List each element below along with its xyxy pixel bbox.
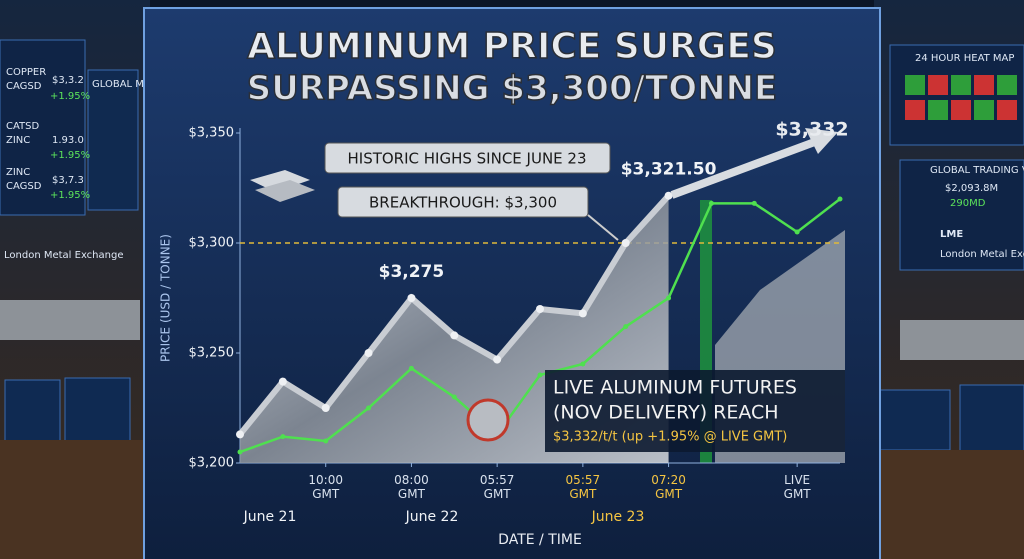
point — [407, 294, 416, 302]
ticker: CATSD — [6, 121, 40, 132]
point — [366, 405, 372, 411]
point — [623, 324, 629, 330]
callout-text: HISTORIC HIGHS SINCE JUNE 23 — [347, 150, 586, 168]
date-label: June 22 — [405, 509, 459, 525]
date-label: June 21 — [243, 509, 297, 525]
left-panel: COPPER CAGSD $3,3.2 +1.95% CATSD ZINC 1.… — [4, 67, 168, 261]
point — [837, 196, 843, 202]
data-label: $3,275 — [379, 262, 445, 282]
y-tick-label: $3,250 — [189, 346, 235, 361]
ticker: ZINC — [6, 135, 30, 146]
ticker: +1.95% — [50, 91, 90, 102]
y-tick-label: $3,300 — [189, 236, 235, 251]
x-tick-label: LIVE GMT — [784, 473, 812, 501]
point — [666, 295, 672, 301]
point — [621, 239, 630, 247]
right-panel: 24 HOUR HEAT MAP GLOBAL TRADING VOLUME $… — [915, 53, 1024, 260]
point — [451, 394, 457, 400]
point — [321, 404, 330, 412]
callout-text: BREAKTHROUGH: $3,300 — [369, 194, 557, 212]
callout-pointer — [587, 214, 619, 241]
lme-logo: LME — [940, 229, 963, 240]
point — [237, 449, 243, 455]
point — [708, 200, 714, 206]
point — [751, 200, 757, 206]
point — [580, 361, 586, 367]
date-label: June 23 — [591, 509, 645, 525]
x-tick-label: 05:57 GMT — [566, 473, 601, 501]
point — [578, 309, 587, 318]
screen-title: GLOBAL METAL — [92, 79, 168, 90]
point — [280, 434, 286, 440]
trend-arrow-head — [805, 128, 838, 154]
volume-sub: 290MD — [950, 198, 986, 209]
point — [794, 229, 800, 235]
point — [323, 438, 329, 444]
trend-arrow — [670, 136, 822, 199]
y-tick-label: $3,200 — [189, 456, 235, 471]
ticker: +1.95% — [50, 190, 90, 201]
right-screens — [874, 44, 1024, 559]
point — [664, 191, 673, 200]
ticker: $3,7.3 — [52, 175, 84, 186]
dial-icon — [466, 398, 510, 442]
ingot-icon — [250, 170, 315, 202]
callout-box — [337, 186, 589, 218]
ticker: CAGSD — [6, 181, 42, 192]
ticker: CAGSD — [6, 81, 42, 92]
heatmap-title: 24 HOUR HEAT MAP — [915, 53, 1014, 64]
volume-title: GLOBAL TRADING VOLUME — [930, 165, 1024, 176]
volume-value: $2,093.8M — [945, 183, 998, 194]
live-text: $3,332/t/t (up +1.95% @ LIVE GMT) — [553, 430, 787, 445]
ticker: $3,3.2 — [52, 75, 84, 86]
ticker: COPPER — [6, 67, 46, 78]
target-label: $3,332 — [775, 119, 848, 141]
chart-title: ALUMINUM PRICE SURGES — [247, 26, 777, 67]
x-tick-label: 07:20 GMT — [651, 473, 686, 501]
point — [536, 305, 544, 313]
ticker: 1.93.0 — [52, 135, 84, 146]
data-label: $3,321.50 — [621, 160, 717, 180]
ticker: ZINC — [6, 167, 30, 178]
y-axis-label: PRICE (USD / TONNE) — [159, 234, 173, 362]
lme-caption: London Metal Exchange — [4, 250, 123, 261]
main-panel — [143, 7, 881, 559]
x-axis-label: DATE / TIME — [498, 532, 582, 548]
point — [364, 349, 373, 357]
point — [537, 372, 543, 378]
x-tick-label: 10:00 GMT — [308, 473, 343, 501]
left-screens — [0, 39, 150, 559]
live-text: LIVE ALUMINUM FUTURES — [553, 377, 797, 399]
chart-subtitle: SURPASSING $3,300/TONNE — [247, 69, 778, 109]
ticker: +1.95% — [50, 150, 90, 161]
point — [493, 355, 502, 364]
point — [236, 430, 244, 439]
lme-caption: London Metal Exchange — [940, 249, 1024, 260]
callout-box — [324, 142, 611, 174]
x-tick-label: 05:57 GMT — [480, 473, 515, 501]
y-tick-label: $3,350 — [189, 126, 235, 141]
x-tick-label: 08:00 GMT — [394, 473, 429, 501]
live-box — [545, 370, 845, 452]
point — [408, 365, 414, 371]
point — [450, 331, 459, 340]
point — [278, 377, 287, 386]
live-text: (NOV DELIVERY) REACH — [553, 402, 779, 424]
